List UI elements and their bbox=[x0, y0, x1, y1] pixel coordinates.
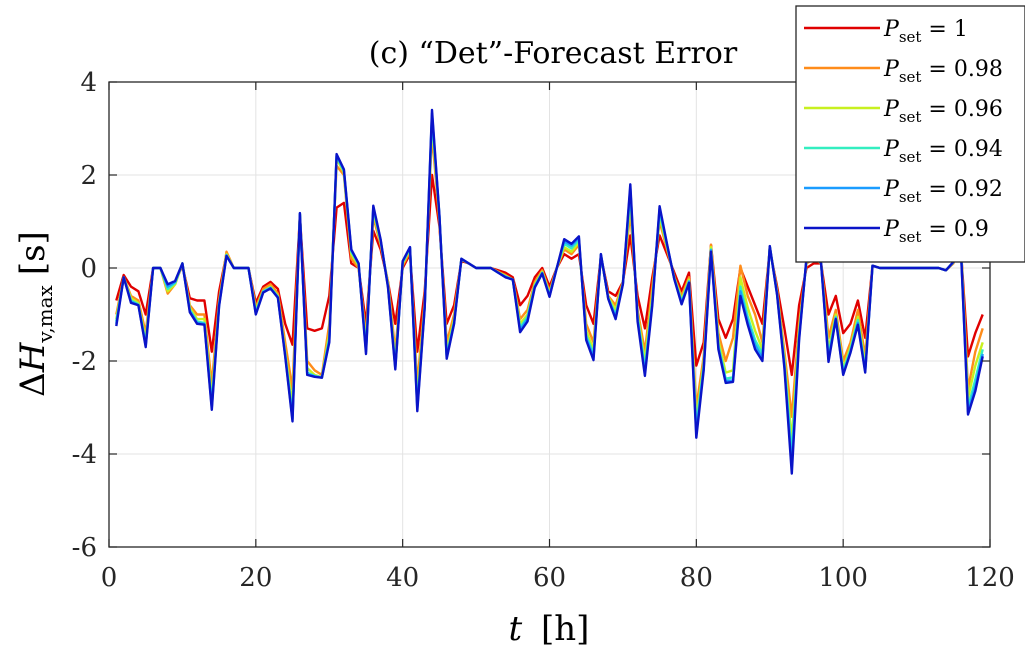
legend-label-1: Pset = 0.98 bbox=[883, 57, 1003, 86]
legend-label-0: Pset = 1 bbox=[883, 17, 968, 46]
ticks: 0 20 40 60 80 100 120 -6 -4 -2 0 2 4 bbox=[72, 68, 1015, 593]
x-tick-label: 20 bbox=[239, 563, 272, 593]
legend-label-5: Pset = 0.9 bbox=[883, 217, 989, 246]
x-tick-label: 0 bbox=[101, 563, 118, 593]
legend-box bbox=[795, 5, 1025, 263]
x-tick-label: 40 bbox=[386, 563, 419, 593]
y-tick-label: -6 bbox=[72, 533, 97, 563]
y-axis-sub: v,max bbox=[33, 284, 57, 343]
y-tick-label: 4 bbox=[80, 68, 97, 98]
legend-label-4: Pset = 0.92 bbox=[883, 177, 1003, 206]
legend-label-2: Pset = 0.96 bbox=[883, 97, 1003, 126]
y-axis-unit: [s] bbox=[13, 231, 53, 275]
legend-label-3: Pset = 0.94 bbox=[883, 137, 1003, 166]
y-tick-label: -2 bbox=[72, 347, 97, 377]
y-axis-prefix: Δ bbox=[13, 372, 53, 397]
y-tick-label: 2 bbox=[80, 161, 97, 191]
x-tick-label: 120 bbox=[965, 563, 1015, 593]
x-tick-label: 60 bbox=[533, 563, 566, 593]
chart-title: (c) “Det”-Forecast Error bbox=[369, 36, 738, 71]
legend: Pset = 1 Pset = 0.98 Pset = 0.96 Pset = 0.9… bbox=[795, 5, 1025, 263]
series-layer bbox=[115, 108, 984, 475]
x-axis-label: t [h] bbox=[509, 609, 590, 649]
y-axis-var: H bbox=[13, 341, 53, 373]
y-axis-label: ΔHv,max [s] bbox=[13, 231, 57, 397]
x-tick-label: 80 bbox=[680, 563, 713, 593]
x-axis-unit: [h] bbox=[541, 609, 589, 649]
x-tick-label: 100 bbox=[818, 563, 868, 593]
series-line-5 bbox=[115, 108, 984, 475]
x-axis-var: t bbox=[509, 609, 523, 649]
y-tick-label: 0 bbox=[80, 254, 97, 284]
y-tick-label: -4 bbox=[72, 440, 97, 470]
